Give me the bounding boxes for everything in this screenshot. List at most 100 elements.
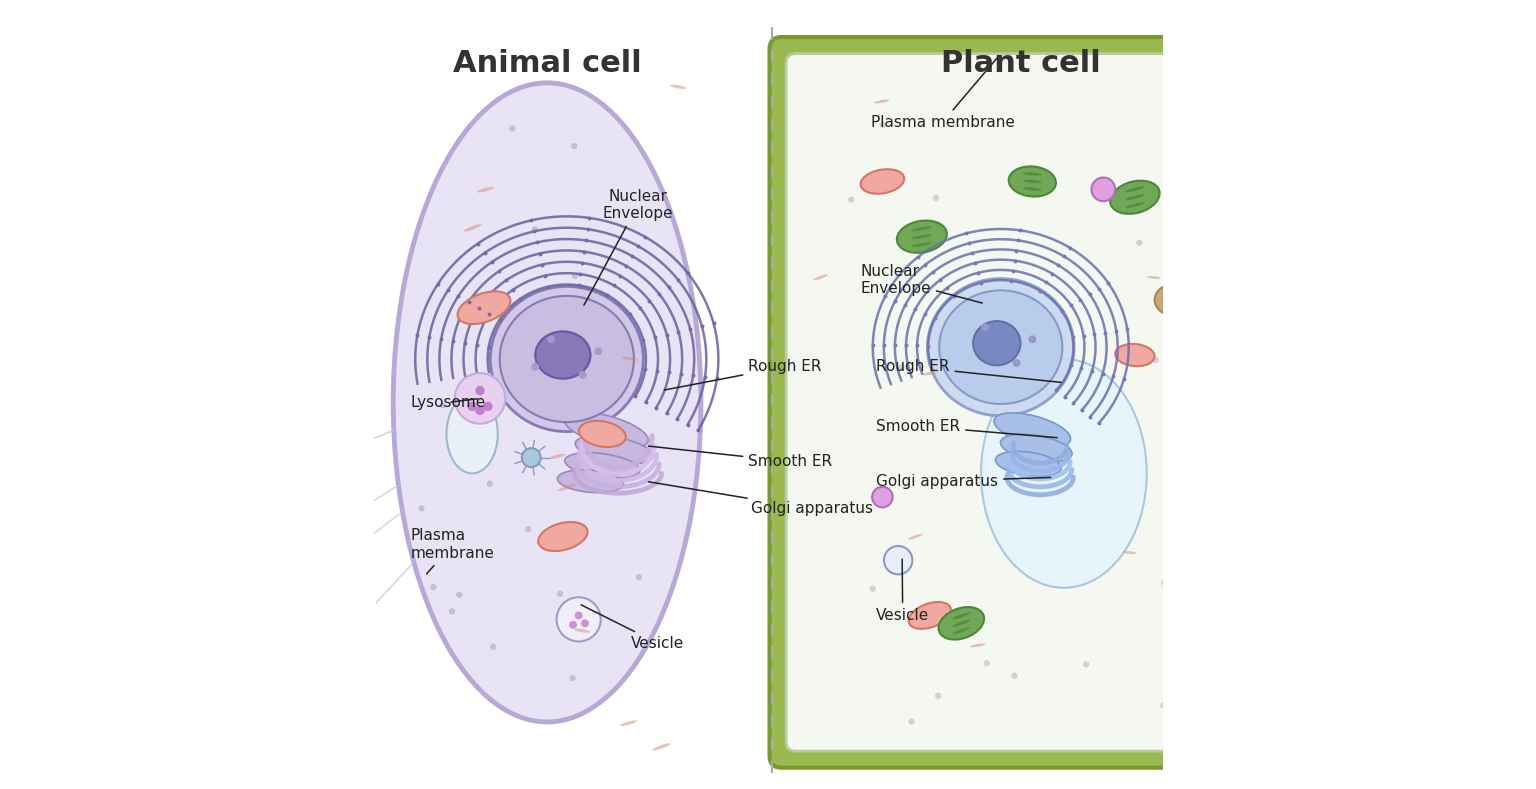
Ellipse shape xyxy=(478,187,495,193)
Circle shape xyxy=(1204,467,1210,473)
Circle shape xyxy=(1012,359,1020,367)
Circle shape xyxy=(487,481,493,487)
Circle shape xyxy=(571,273,578,279)
Ellipse shape xyxy=(982,359,1147,588)
Circle shape xyxy=(571,143,578,149)
Ellipse shape xyxy=(564,413,648,447)
Circle shape xyxy=(1095,407,1101,413)
Ellipse shape xyxy=(1155,284,1193,316)
Ellipse shape xyxy=(909,602,951,629)
Text: Golgi apparatus: Golgi apparatus xyxy=(648,482,872,517)
Ellipse shape xyxy=(458,291,510,324)
Circle shape xyxy=(1223,383,1229,390)
Text: Animal cell: Animal cell xyxy=(453,49,642,77)
Text: Plant cell: Plant cell xyxy=(940,49,1100,77)
Ellipse shape xyxy=(574,629,590,633)
Ellipse shape xyxy=(912,226,932,231)
FancyBboxPatch shape xyxy=(770,37,1279,768)
Circle shape xyxy=(908,719,915,725)
Text: Rough ER: Rough ER xyxy=(876,359,1061,383)
Circle shape xyxy=(547,335,554,343)
Circle shape xyxy=(478,301,484,307)
Circle shape xyxy=(522,448,541,467)
Ellipse shape xyxy=(1111,181,1160,214)
Ellipse shape xyxy=(860,169,905,194)
Circle shape xyxy=(1137,240,1143,246)
Ellipse shape xyxy=(938,290,1063,404)
Ellipse shape xyxy=(565,453,641,478)
Ellipse shape xyxy=(1170,1,1184,4)
Circle shape xyxy=(525,526,531,533)
Circle shape xyxy=(982,323,989,331)
Ellipse shape xyxy=(974,321,1020,365)
Ellipse shape xyxy=(1023,187,1041,191)
Ellipse shape xyxy=(874,99,889,103)
Circle shape xyxy=(935,693,942,699)
Circle shape xyxy=(531,363,539,371)
Ellipse shape xyxy=(922,372,937,376)
Ellipse shape xyxy=(995,451,1061,477)
Circle shape xyxy=(455,373,505,424)
Circle shape xyxy=(579,371,587,379)
Circle shape xyxy=(848,196,854,203)
Circle shape xyxy=(1160,702,1166,709)
Ellipse shape xyxy=(1023,180,1041,183)
Text: Nuclear
Envelope: Nuclear Envelope xyxy=(584,189,673,305)
Circle shape xyxy=(1029,335,1037,343)
Circle shape xyxy=(570,675,576,681)
Ellipse shape xyxy=(952,612,971,619)
Circle shape xyxy=(490,384,496,391)
Circle shape xyxy=(461,391,467,397)
Ellipse shape xyxy=(1123,551,1137,554)
Ellipse shape xyxy=(535,331,590,379)
Ellipse shape xyxy=(952,627,971,634)
Circle shape xyxy=(558,591,564,597)
Ellipse shape xyxy=(912,242,932,247)
Ellipse shape xyxy=(447,394,498,473)
Ellipse shape xyxy=(1023,172,1041,176)
Circle shape xyxy=(490,644,496,650)
Circle shape xyxy=(1152,357,1158,363)
Circle shape xyxy=(418,505,424,511)
Circle shape xyxy=(969,403,975,409)
Ellipse shape xyxy=(670,84,687,89)
Circle shape xyxy=(1230,718,1236,724)
Circle shape xyxy=(531,226,538,232)
Circle shape xyxy=(869,585,876,592)
Circle shape xyxy=(510,125,516,132)
Circle shape xyxy=(872,487,892,507)
Circle shape xyxy=(636,574,642,580)
Ellipse shape xyxy=(393,83,700,722)
Ellipse shape xyxy=(653,743,671,750)
Ellipse shape xyxy=(1126,194,1144,200)
Ellipse shape xyxy=(1115,344,1155,366)
Text: Vesicle: Vesicle xyxy=(876,559,929,623)
Ellipse shape xyxy=(1126,186,1144,193)
Circle shape xyxy=(608,339,614,346)
Circle shape xyxy=(484,402,493,411)
Circle shape xyxy=(1011,672,1018,679)
Ellipse shape xyxy=(1126,202,1144,208)
Ellipse shape xyxy=(952,620,971,626)
Circle shape xyxy=(594,436,601,442)
Circle shape xyxy=(430,584,436,590)
Ellipse shape xyxy=(1147,276,1160,279)
Text: Nuclear
Envelope: Nuclear Envelope xyxy=(860,264,983,303)
Ellipse shape xyxy=(579,421,625,447)
Text: Smooth ER: Smooth ER xyxy=(648,446,833,469)
Circle shape xyxy=(467,402,476,411)
Ellipse shape xyxy=(897,221,946,252)
Circle shape xyxy=(983,660,989,667)
Circle shape xyxy=(574,611,582,619)
Circle shape xyxy=(574,619,581,625)
Circle shape xyxy=(449,608,455,615)
Ellipse shape xyxy=(814,275,828,280)
Circle shape xyxy=(556,597,601,641)
Text: Plasma membrane: Plasma membrane xyxy=(871,56,1014,130)
Circle shape xyxy=(1083,661,1089,667)
Ellipse shape xyxy=(908,533,923,540)
Text: Smooth ER: Smooth ER xyxy=(876,418,1057,438)
Circle shape xyxy=(594,347,602,355)
Circle shape xyxy=(439,402,445,409)
Circle shape xyxy=(1190,365,1198,372)
